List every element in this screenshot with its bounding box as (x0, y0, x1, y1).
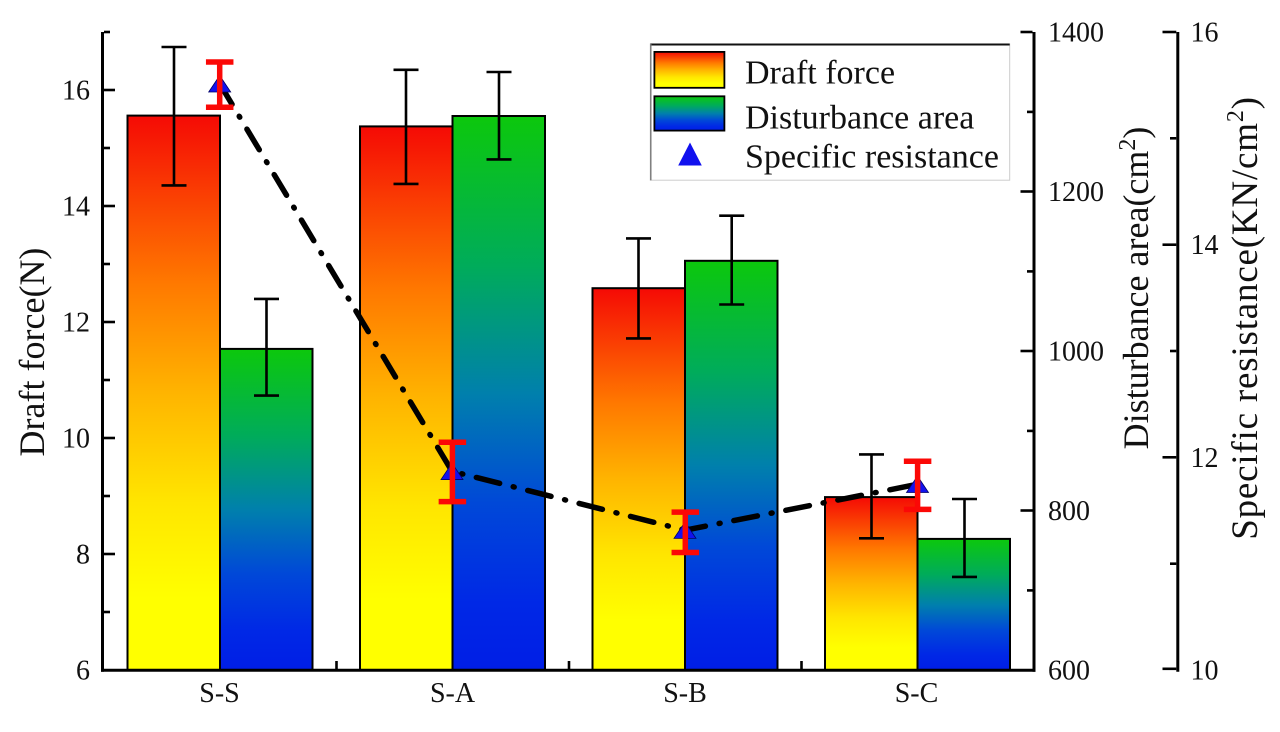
svg-text:1000: 1000 (1048, 337, 1104, 368)
svg-text:6: 6 (76, 656, 90, 687)
svg-text:14: 14 (1191, 230, 1219, 261)
svg-text:1200: 1200 (1048, 177, 1104, 208)
svg-text:16: 16 (62, 76, 90, 107)
svg-text:Draft force: Draft force (745, 55, 895, 92)
svg-text:10: 10 (1191, 656, 1219, 687)
svg-text:800: 800 (1048, 496, 1090, 527)
svg-text:S-A: S-A (430, 678, 476, 709)
svg-text:Specific resistance: Specific resistance (745, 139, 999, 176)
svg-text:12: 12 (1191, 443, 1219, 474)
svg-text:14: 14 (62, 192, 90, 223)
svg-text:S-B: S-B (663, 678, 707, 709)
svg-text:Disturbance area(cm2): Disturbance area(cm2) (1115, 127, 1156, 450)
svg-text:8: 8 (76, 540, 90, 571)
svg-text:Disturbance area: Disturbance area (745, 100, 974, 137)
svg-text:S-S: S-S (199, 678, 239, 709)
svg-text:10: 10 (62, 424, 90, 455)
svg-text:Draft force(N): Draft force(N) (12, 248, 52, 457)
svg-text:16: 16 (1191, 18, 1219, 49)
svg-text:S-C: S-C (895, 678, 939, 709)
svg-text:1400: 1400 (1048, 18, 1104, 49)
svg-text:12: 12 (62, 308, 90, 339)
svg-text:Specific resistance(KN/cm2): Specific resistance(KN/cm2) (1223, 96, 1266, 540)
svg-text:600: 600 (1048, 656, 1090, 687)
